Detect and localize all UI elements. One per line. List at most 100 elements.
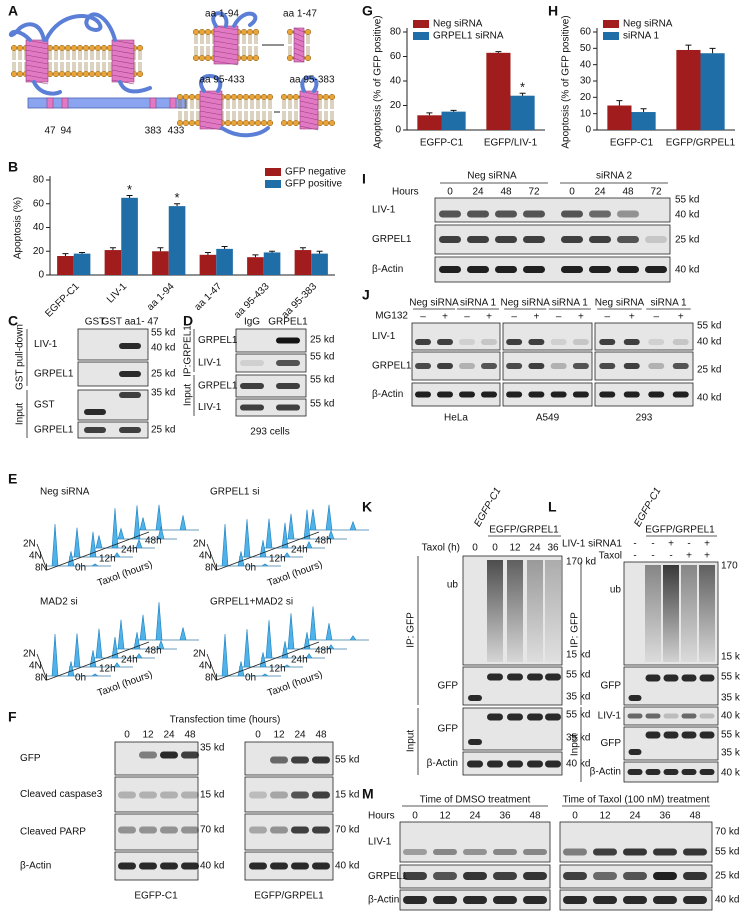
band: [439, 266, 461, 273]
lane-label: 0: [412, 811, 418, 822]
band: [645, 236, 667, 243]
error-bar: [450, 109, 457, 112]
error-bar: [109, 247, 116, 251]
lipid-head: [188, 119, 196, 127]
sign: –: [511, 312, 517, 323]
time-label: 0h: [75, 673, 86, 684]
helix-stripe: [25, 49, 49, 55]
helix-stripe: [25, 44, 49, 50]
marker-label: 40 kd: [697, 393, 721, 404]
helix-stripe: [111, 54, 135, 60]
lane-label: 24: [294, 730, 306, 741]
lipid-head: [236, 119, 244, 127]
marker-label: 170 kd: [721, 561, 740, 572]
time-label: 12h: [99, 554, 116, 565]
marker-label: 15 kd: [335, 790, 359, 801]
band: [270, 826, 288, 834]
band: [118, 826, 136, 834]
bar: [510, 95, 535, 130]
cell-line: 293: [636, 413, 653, 424]
bar: [199, 254, 217, 275]
dna-label: 8N: [205, 563, 218, 574]
band: [523, 872, 547, 880]
lipid-head: [176, 119, 184, 127]
row-label: Cleaved PARP: [20, 827, 86, 838]
band: [627, 769, 643, 775]
smear: [645, 565, 661, 662]
marker-label: 40 kd: [721, 711, 740, 722]
lipid-head: [136, 70, 144, 78]
row-label: GRPEL1: [198, 381, 238, 392]
y-tick-label: 30: [580, 76, 592, 87]
band: [648, 363, 665, 369]
lipid-head: [252, 28, 260, 36]
band: [439, 236, 461, 243]
panel-label: I: [362, 171, 366, 187]
group-label: siRNA 1: [460, 298, 497, 309]
legend-label: siRNA 1: [623, 31, 660, 42]
axis-label: Hours: [368, 811, 395, 822]
band: [627, 713, 643, 719]
band: [467, 266, 489, 273]
construct-label: aa 95-433: [199, 75, 244, 86]
bar: [168, 206, 186, 275]
error-bar: [126, 194, 133, 198]
helix-stripe: [199, 110, 223, 116]
row-label: β-Actin: [590, 767, 621, 778]
band: [623, 896, 647, 904]
band: [589, 210, 611, 218]
lipid-head: [246, 54, 254, 62]
group-label: IP: GFP: [570, 612, 581, 648]
sign: -: [651, 551, 654, 562]
group-label: Time of Taxol (100 nM) treatment: [563, 795, 710, 806]
legend-swatch: [265, 168, 281, 176]
band: [507, 760, 523, 768]
band: [663, 713, 679, 719]
band: [617, 266, 639, 273]
band: [439, 210, 461, 218]
panel-label: C: [8, 313, 18, 329]
band: [493, 896, 517, 904]
lipid-head: [198, 28, 206, 36]
band: [653, 848, 677, 856]
histogram: [283, 509, 347, 540]
band: [648, 339, 665, 345]
panel-label: B: [8, 159, 18, 175]
y-axis-label: Apoptosis (%): [13, 197, 24, 259]
lipid-head: [248, 93, 256, 101]
helix-stripe: [111, 64, 135, 70]
smear: [681, 565, 697, 662]
panel-label: K: [362, 499, 372, 515]
lipid-tail: [262, 100, 266, 120]
band: [589, 266, 611, 273]
time-label: 48h: [315, 536, 332, 547]
marker-label: 40 kd: [675, 210, 699, 221]
lipid-head: [182, 119, 190, 127]
band: [561, 210, 583, 218]
lipid-head: [224, 93, 232, 101]
legend-label: Neg siRNA: [623, 19, 673, 30]
band: [523, 266, 545, 273]
condition-label: LIV-1 siRNA1: [562, 539, 622, 550]
band: [493, 849, 517, 855]
band: [648, 391, 665, 398]
band: [528, 363, 545, 369]
lipid-head: [64, 44, 72, 52]
error-bar: [269, 250, 276, 253]
lane-label: 36: [547, 543, 559, 554]
lipid-tail: [330, 100, 334, 120]
band: [487, 673, 503, 681]
lipid-head: [280, 119, 288, 127]
band: [312, 756, 330, 764]
band: [160, 791, 178, 799]
residue-label: 94: [60, 126, 72, 137]
lipid-tail: [318, 100, 322, 120]
group-label: Input: [183, 384, 194, 406]
lane-label: 0: [569, 187, 575, 198]
band: [119, 371, 141, 377]
sign: +: [668, 539, 674, 550]
band: [663, 769, 679, 775]
bar: [607, 105, 632, 130]
band: [645, 769, 661, 775]
band: [645, 674, 661, 682]
